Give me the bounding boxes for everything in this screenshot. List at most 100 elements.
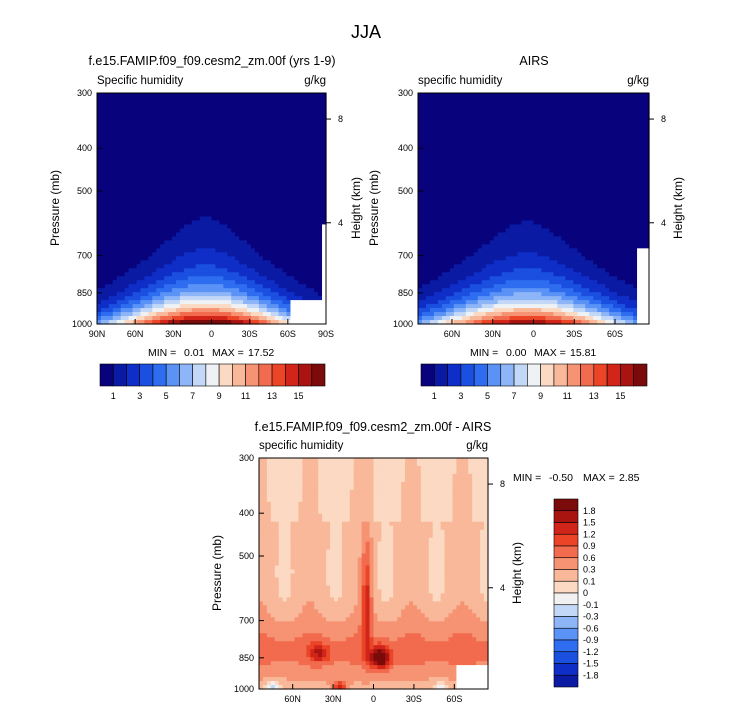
x-tick-label: 30S bbox=[406, 694, 422, 704]
colorbar-swatch bbox=[298, 363, 313, 387]
y-tick-label: 300 bbox=[398, 88, 413, 98]
colorbar-swatch bbox=[500, 363, 515, 387]
colorbar-swatch bbox=[232, 363, 246, 387]
panel-diff-max-value: 2.85 bbox=[619, 472, 640, 484]
y-tick-label: 850 bbox=[239, 653, 254, 663]
colorbar-label: 7 bbox=[512, 391, 517, 401]
colorbar-swatch bbox=[258, 363, 273, 387]
colorbar-label: 1.5 bbox=[583, 518, 596, 528]
colorbar-diff: 1.8 1.51.2 0.9 0.6 0.30.1 0 -0.1 -0.3-0.6 -0.9 -1… bbox=[553, 498, 599, 688]
x-tick-label: 30S bbox=[566, 329, 582, 339]
colorbar-swatch bbox=[633, 363, 648, 387]
colorbar-swatch bbox=[460, 363, 475, 387]
colorbar-swatch bbox=[513, 363, 528, 387]
colorbar-swatch bbox=[553, 674, 579, 688]
colorbar-label: -0.3 bbox=[583, 612, 599, 622]
x-tick-label: 30N bbox=[325, 694, 342, 704]
colorbar-swatch bbox=[553, 510, 579, 523]
colorbar-label: 5 bbox=[164, 391, 169, 401]
colorbar-swatch bbox=[139, 363, 154, 387]
y-tick-label: 1000 bbox=[234, 684, 254, 694]
colorbar-model: 1 3 5 7 9 11 13 15 bbox=[99, 363, 326, 401]
panel-diff-ylabel: Pressure (mb) bbox=[210, 535, 224, 611]
colorbar-swatch bbox=[553, 498, 579, 512]
panel-model-units: g/kg bbox=[304, 75, 326, 87]
colorbar-swatch bbox=[179, 363, 193, 387]
panel-diff-subtitle: specific humidity bbox=[259, 440, 344, 452]
x-tick-label: 0 bbox=[209, 329, 214, 339]
x-tick-label: 30N bbox=[165, 329, 182, 339]
colorbar-swatch bbox=[553, 522, 579, 535]
x-tick-label: 60S bbox=[446, 694, 462, 704]
colorbar-swatch bbox=[245, 363, 260, 387]
colorbar-swatch bbox=[580, 363, 595, 387]
y-tick-label: 700 bbox=[77, 251, 92, 261]
y-right-tick-label: 8 bbox=[500, 479, 505, 489]
colorbar-swatch bbox=[205, 363, 220, 387]
colorbar-label: 13 bbox=[267, 391, 277, 401]
colorbar-label: 9 bbox=[217, 391, 222, 401]
x-tick-label: 90S bbox=[318, 329, 334, 339]
colorbar-swatch bbox=[527, 363, 541, 387]
colorbar-swatch bbox=[553, 363, 568, 387]
panel-diff-ylabel-right: Height (km) bbox=[510, 542, 524, 604]
colorbar-swatch bbox=[152, 363, 167, 387]
colorbar-label: 11 bbox=[563, 391, 572, 401]
colorbar-swatch bbox=[553, 604, 579, 617]
colorbar-airs: 1 3 5 7 9 11 13 15 bbox=[420, 363, 648, 401]
colorbar-label: 5 bbox=[485, 391, 490, 401]
y-right-tick-label: 4 bbox=[500, 583, 505, 593]
panel-model-min-value: 0.01 bbox=[184, 347, 205, 359]
colorbar-swatch bbox=[284, 363, 299, 387]
colorbar-label: 13 bbox=[589, 391, 599, 401]
colorbar-swatch bbox=[447, 363, 462, 387]
x-tick-label: 60N bbox=[284, 694, 301, 704]
panel-model-ylabel: Pressure (mb) bbox=[48, 170, 62, 246]
panel-airs-max-value: 15.81 bbox=[570, 347, 596, 359]
y-tick-label: 700 bbox=[239, 616, 254, 626]
colorbar-swatch bbox=[553, 533, 579, 547]
panel-model-max-label: MAX = bbox=[212, 347, 244, 359]
panel-airs-subtitle: specific humidity bbox=[418, 75, 503, 87]
panel-airs-max-label: MAX = bbox=[534, 347, 566, 359]
panel-diff-stats: MIN = -0.50 MAX = 2.85 bbox=[513, 472, 640, 484]
panel-model-ylabel-right: Height (km) bbox=[349, 177, 363, 239]
colorbar-swatch bbox=[553, 592, 579, 606]
y-tick-label: 300 bbox=[77, 88, 92, 98]
colorbar-swatch bbox=[553, 651, 579, 664]
colorbar-label: -0.9 bbox=[583, 635, 599, 645]
colorbar-swatch bbox=[593, 363, 608, 387]
y-tick-label: 400 bbox=[398, 143, 413, 153]
colorbar-swatch bbox=[553, 580, 579, 594]
y-tick-label: 500 bbox=[398, 186, 413, 196]
y-tick-label: 300 bbox=[239, 453, 254, 463]
x-tick-label: 30S bbox=[242, 329, 258, 339]
colorbar-label: 11 bbox=[241, 391, 250, 401]
x-tick-label: 60N bbox=[127, 329, 144, 339]
colorbar-swatch bbox=[553, 545, 579, 559]
panel-diff-max-label: MAX = bbox=[583, 472, 615, 484]
colorbar-swatch bbox=[553, 557, 579, 570]
panel-model-subtitle: Specific humidity bbox=[97, 75, 184, 87]
panel-airs: AIRS specific humidity g/kg Pressure (mb… bbox=[367, 54, 685, 359]
colorbar-label: 3 bbox=[137, 391, 142, 401]
panel-airs-min-label: MIN = bbox=[470, 347, 498, 359]
y-tick-label: 1000 bbox=[72, 319, 92, 329]
colorbar-label: -0.6 bbox=[583, 623, 599, 633]
colorbar-label: -1.2 bbox=[583, 647, 599, 657]
colorbar-swatch bbox=[620, 363, 634, 387]
y-right-tick-label: 8 bbox=[338, 114, 343, 124]
colorbar-label: -1.5 bbox=[583, 659, 599, 669]
colorbar-label: 15 bbox=[615, 391, 625, 401]
colorbar-swatch bbox=[553, 639, 579, 653]
colorbar-swatch bbox=[553, 616, 579, 629]
panel-airs-units: g/kg bbox=[627, 75, 649, 87]
panel-model-max-value: 17.52 bbox=[248, 347, 274, 359]
y-right-tick-label: 8 bbox=[661, 114, 666, 124]
colorbar-swatch bbox=[433, 363, 448, 387]
panel-0-field bbox=[97, 93, 327, 325]
colorbar-swatch bbox=[271, 363, 286, 387]
colorbar-label: 7 bbox=[190, 391, 195, 401]
colorbar-label: 3 bbox=[458, 391, 463, 401]
